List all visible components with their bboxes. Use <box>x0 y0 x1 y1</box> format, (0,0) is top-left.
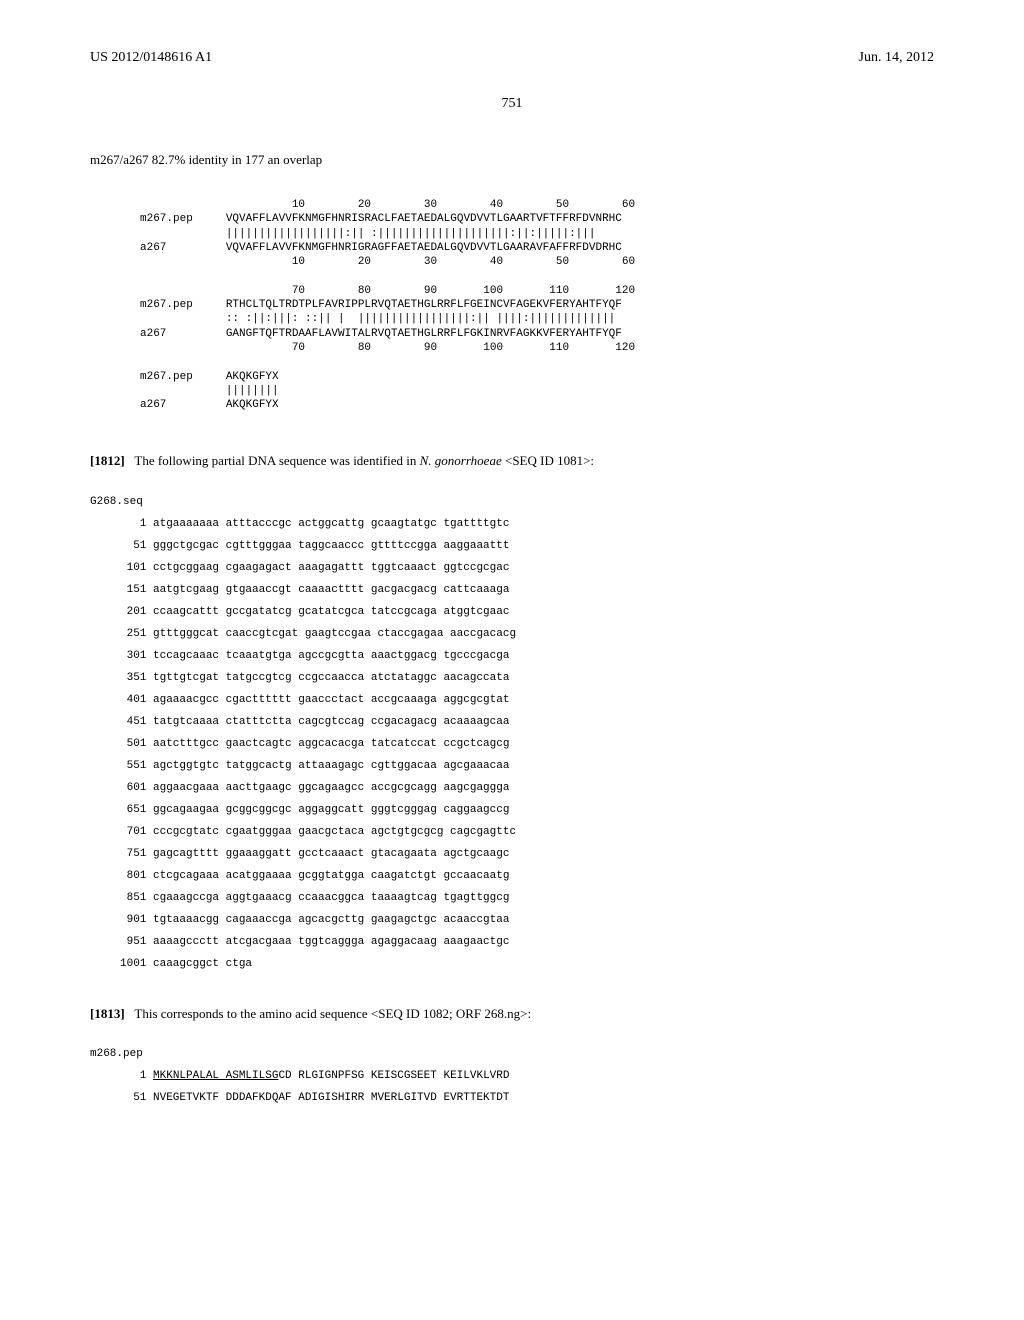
para-text-after: <SEQ ID 1081>: <box>502 453 594 468</box>
species-name: N. gonorrhoeae <box>420 453 502 468</box>
alignment-block: 10 20 30 40 50 60 m267.pep VQVAFFLAVVFKN… <box>140 198 934 412</box>
patent-date: Jun. 14, 2012 <box>859 50 934 66</box>
para-number: [1812] <box>90 453 125 468</box>
identity-line: m267/a267 82.7% identity in 177 an overl… <box>90 152 934 168</box>
paragraph-1813: [1813] This corresponds to the amino aci… <box>90 1005 934 1023</box>
dna-sequence-g268: 1 atgaaaaaaa atttacccgc actggcattg gcaag… <box>120 513 934 975</box>
para-number: [1813] <box>90 1006 125 1021</box>
page-number: 751 <box>90 96 934 112</box>
seq-label-m268: m268.pep <box>90 1048 934 1060</box>
peptide-sequence-m268: 1 MKKNLPALAL ASMLILSGCD RLGIGNPFSG KEISC… <box>120 1065 934 1109</box>
para-text: This corresponds to the amino acid seque… <box>134 1006 531 1021</box>
patent-number: US 2012/0148616 A1 <box>90 50 212 66</box>
paragraph-1812: [1812] The following partial DNA sequenc… <box>90 452 934 470</box>
para-text: The following partial DNA sequence was i… <box>134 453 419 468</box>
seq-label-g268: G268.seq <box>90 496 934 508</box>
